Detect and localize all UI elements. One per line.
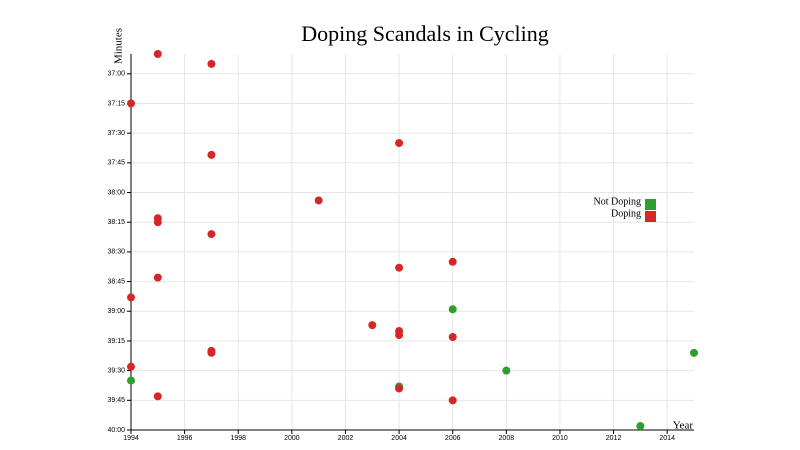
point [395,263,404,272]
x-tick-label: 1994 [123,435,139,442]
point [448,305,457,314]
y-tick-label: 37:45 [107,160,125,167]
legend-label: Not Doping [594,196,642,207]
y-tick-label: 37:00 [107,71,125,78]
point [395,139,404,148]
x-tick-label: 2006 [445,435,461,442]
x-axis-label: Year [673,420,694,432]
legend-swatch [645,199,656,210]
x-tick-label: 2012 [606,435,622,442]
point [314,196,323,205]
point [127,376,135,385]
x-tick-label: 2000 [284,435,300,442]
point [636,422,645,431]
y-tick-label: 39:45 [107,397,125,404]
point [448,396,457,405]
point [395,384,404,393]
point [502,366,511,375]
point [395,331,404,340]
x-tick-label: 1996 [177,435,193,442]
x-tick-label: 2010 [552,435,568,442]
y-tick-label: 37:30 [107,130,125,137]
point [207,348,216,357]
point [127,293,135,302]
x-tick-label: 2002 [338,435,354,442]
point [207,59,216,68]
y-tick-label: 39:00 [107,308,125,315]
point [127,99,135,108]
y-tick-label: 38:15 [107,219,125,226]
y-tick-label: 39:30 [107,367,125,374]
chart-title: Doping Scandals in Cycling [301,21,548,46]
point [207,230,216,239]
x-tick-label: 2004 [391,435,407,442]
point [207,150,216,159]
point [127,362,135,371]
point [368,321,377,330]
x-tick-label: 2008 [499,435,515,442]
point [153,50,162,58]
y-tick-label: 37:15 [107,100,125,107]
point [448,257,457,266]
y-tick-label: 38:45 [107,278,125,285]
y-tick-label: 38:30 [107,249,125,256]
point [153,218,162,227]
point [690,348,698,357]
y-tick-label: 40:00 [107,427,125,434]
point [153,392,162,401]
point [448,332,457,341]
x-tick-label: 2014 [659,435,675,442]
x-tick-label: 1998 [230,435,246,442]
point [153,273,162,282]
y-tick-label: 38:00 [107,189,125,196]
y-axis-label: Minutes [113,28,125,64]
y-tick-label: 39:15 [107,338,125,345]
legend-label: Doping [611,208,641,219]
legend-swatch [645,211,656,222]
